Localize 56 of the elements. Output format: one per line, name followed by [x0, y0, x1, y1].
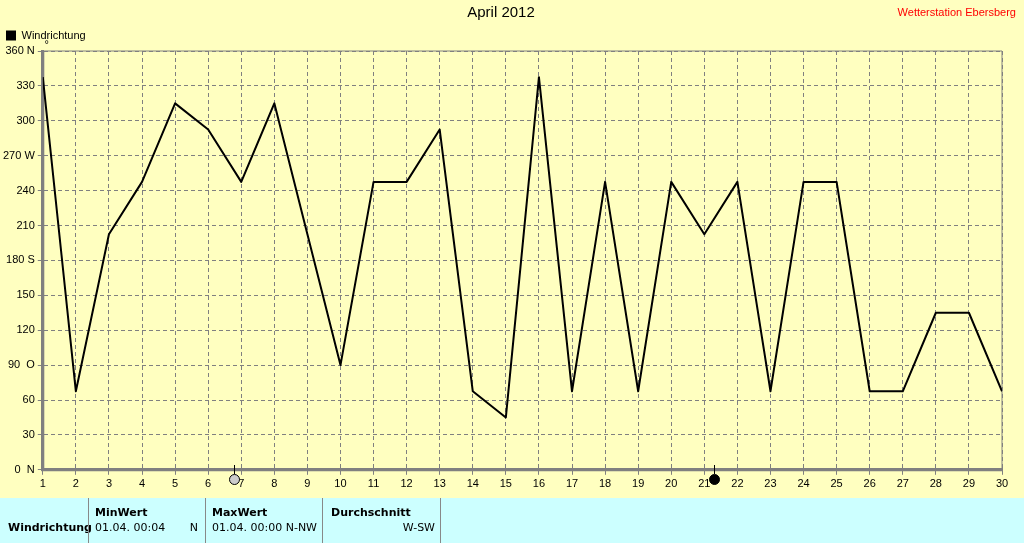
x-tick-label: 28 — [929, 477, 942, 490]
y-tick-label: 300 — [16, 113, 35, 126]
text: Windrichtung — [8, 521, 92, 534]
y-tick-label: 150 — [16, 288, 35, 301]
y-tick-label: 240 — [16, 183, 35, 196]
x-tick-label: 1 — [39, 477, 46, 490]
x-tick-label: 30 — [995, 477, 1009, 490]
text: N — [189, 521, 198, 534]
x-tick-label: 16 — [532, 477, 546, 490]
x-tick-label: 23 — [764, 477, 777, 490]
x-tick-label: 15 — [499, 477, 512, 490]
x-tick-label: 6 — [205, 477, 212, 490]
x-tick-label: 11 — [367, 477, 380, 490]
y-axis-title: ° — [44, 38, 49, 51]
y-tick-label: 0 N — [14, 462, 35, 475]
y-tick-label: 30 — [22, 427, 35, 440]
x-tick-label: 12 — [400, 477, 413, 490]
x-tick-label: 22 — [731, 477, 744, 490]
x-tick-label: 5 — [172, 477, 179, 490]
text: Durchschnitt — [331, 506, 411, 519]
x-tick-label: 17 — [565, 477, 579, 490]
x-tick-label: 19 — [632, 477, 645, 490]
legend-label: Windrichtung — [21, 28, 86, 41]
x-tick-label: 3 — [105, 477, 113, 490]
y-tick-label: 330 — [16, 78, 35, 91]
y-tick-label: 270 W — [2, 148, 36, 161]
text: 01.04. 00:00 — [212, 521, 283, 534]
text: N-NW — [285, 521, 317, 534]
x-tick-label: 2 — [72, 477, 79, 490]
x-tick-label: 9 — [304, 477, 311, 490]
text: 01.04. 00:04 — [95, 521, 166, 534]
x-tick-label: 18 — [598, 477, 612, 490]
x-tick-label: 27 — [896, 477, 909, 490]
x-tick-label: 8 — [271, 477, 278, 490]
x-tick-label: 21 — [698, 477, 711, 490]
x-tick-label: 25 — [830, 477, 843, 490]
x-tick-label: 14 — [466, 477, 479, 490]
text: MaxWert — [212, 506, 268, 519]
x-tick-label: 7 — [238, 477, 245, 490]
x-tick-label: 10 — [334, 477, 347, 490]
y-tick-label: 60 — [22, 393, 35, 406]
x-tick-label: 29 — [962, 477, 976, 490]
text: W-SW — [402, 521, 435, 534]
text: Wetterstation Ebersberg — [897, 6, 1016, 18]
chart-title: April 2012 — [467, 3, 535, 21]
y-tick-label: 90 O — [7, 358, 36, 371]
x-tick-label: 13 — [433, 477, 446, 490]
x-tick-label: 26 — [863, 477, 876, 490]
x-tick-label: 4 — [138, 477, 146, 490]
y-tick-label: 360 N — [5, 44, 35, 57]
text: MinWert — [95, 506, 148, 519]
y-tick-label: 120 — [16, 323, 35, 336]
y-tick-label: 180 S — [6, 253, 35, 266]
y-tick-label: 210 — [16, 218, 35, 231]
x-tick-label: 24 — [797, 477, 810, 490]
x-tick-label: 20 — [665, 477, 678, 490]
